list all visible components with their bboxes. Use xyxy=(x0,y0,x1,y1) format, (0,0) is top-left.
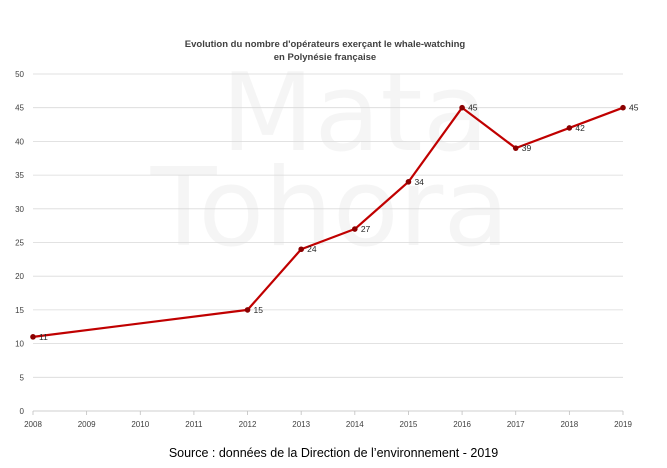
data-label: 45 xyxy=(629,103,639,113)
data-point xyxy=(620,104,626,111)
data-label: 45 xyxy=(468,103,478,113)
series-group: 11 15 24 27 34 45 39 42 45 xyxy=(30,103,639,342)
data-point xyxy=(459,104,465,111)
x-tick-label: 2009 xyxy=(78,420,96,429)
x-tick-label: 2019 xyxy=(614,420,632,429)
gridlines xyxy=(33,73,623,412)
data-point xyxy=(512,145,519,151)
y-tick-label: 5 xyxy=(20,373,25,382)
x-tick-label: 2016 xyxy=(453,420,471,429)
y-tick-label: 20 xyxy=(15,272,24,281)
data-point xyxy=(352,226,358,232)
x-tick-label: 2018 xyxy=(560,420,578,429)
data-label: 15 xyxy=(254,305,264,315)
data-label: 11 xyxy=(39,332,48,342)
x-tick-label: 2008 xyxy=(24,420,42,429)
data-label: 39 xyxy=(522,143,532,153)
y-tick-label: 45 xyxy=(15,104,24,113)
data-point xyxy=(30,334,36,340)
data-label: 27 xyxy=(361,224,371,234)
x-tick-label: 2011 xyxy=(185,420,203,429)
data-point xyxy=(405,179,412,185)
x-tick-label: 2015 xyxy=(400,420,418,429)
x-tick-label: 2013 xyxy=(292,420,310,429)
data-point xyxy=(566,125,573,131)
y-tick-label: 0 xyxy=(20,407,25,416)
data-label: 42 xyxy=(575,123,585,133)
x-tick-label: 2012 xyxy=(239,420,257,429)
data-point xyxy=(244,307,251,313)
x-axis-ticks: 2008 2009 2010 2011 2012 2013 2014 2015 2016 2017… xyxy=(24,411,632,429)
y-tick-label: 30 xyxy=(15,205,24,214)
y-tick-label: 35 xyxy=(15,171,24,180)
data-label: 34 xyxy=(414,177,424,187)
data-point xyxy=(298,246,304,253)
y-tick-label: 15 xyxy=(15,306,24,315)
y-axis-ticks: 0 5 10 15 20 25 30 35 40 45 50 xyxy=(15,70,24,416)
x-tick-label: 2017 xyxy=(507,420,525,429)
source-note: Source : données de la Direction de l’en… xyxy=(168,446,499,460)
chart: Mata Tohora Evolution du nombre d'opérat… xyxy=(15,39,639,429)
x-tick-label: 2014 xyxy=(346,420,364,429)
y-tick-label: 10 xyxy=(15,340,24,349)
y-tick-label: 25 xyxy=(15,239,24,248)
data-label: 24 xyxy=(307,244,317,254)
x-tick-label: 2010 xyxy=(131,420,149,429)
y-tick-label: 40 xyxy=(15,137,24,146)
chart-title-line2: en Polynésie française xyxy=(274,52,376,63)
y-tick-label: 50 xyxy=(15,70,24,79)
chart-title-line1: Evolution du nombre d'opérateurs exerçan… xyxy=(185,39,466,50)
